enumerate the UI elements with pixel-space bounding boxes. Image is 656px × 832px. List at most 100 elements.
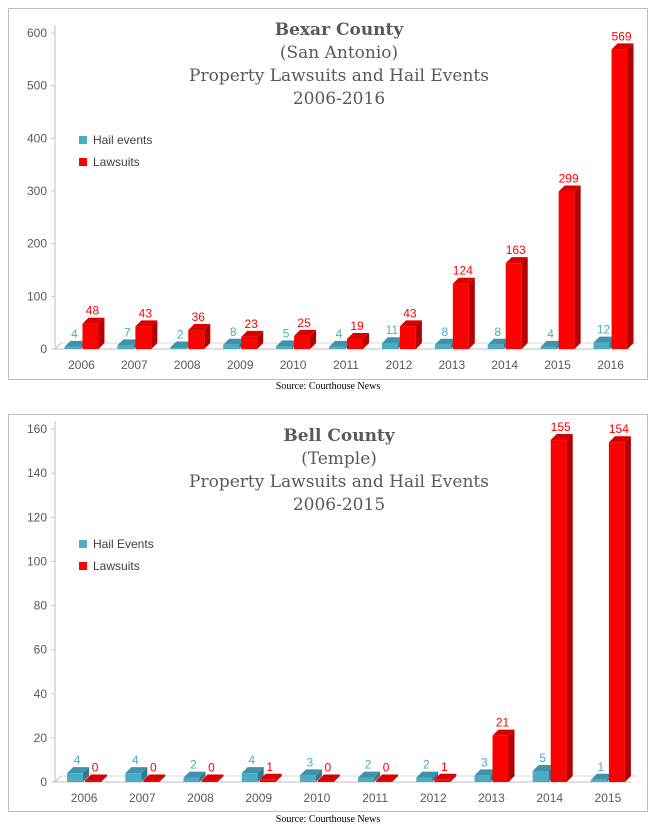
x-tick-label: 2015 bbox=[544, 358, 571, 372]
hail-value-label: 2 bbox=[177, 328, 184, 342]
lawsuit-bar bbox=[188, 324, 211, 349]
y-tick-label: 200 bbox=[27, 237, 47, 251]
x-tick-label: 2014 bbox=[491, 358, 518, 372]
bexar-legend-hail-label: Hail events bbox=[93, 133, 153, 147]
lawsuit-value-label: 21 bbox=[496, 716, 510, 730]
lawsuit-value-label: 19 bbox=[350, 319, 364, 333]
hail-swatch-icon bbox=[79, 136, 87, 144]
bexar-title-line-2: (San Antonio) bbox=[279, 43, 399, 63]
bell-title-line-4: 2006-2015 bbox=[292, 495, 386, 515]
lawsuits-swatch-icon bbox=[79, 562, 87, 570]
hail-bar bbox=[241, 767, 264, 782]
hail-value-label: 3 bbox=[307, 755, 314, 769]
y-tick-label: 600 bbox=[27, 26, 47, 40]
x-tick-label: 2014 bbox=[536, 791, 563, 805]
hail-value-label: 7 bbox=[124, 325, 131, 339]
lawsuit-value-label: 154 bbox=[609, 422, 629, 436]
lawsuit-bar bbox=[294, 329, 317, 349]
lawsuit-bar bbox=[434, 773, 457, 782]
y-tick-label: 40 bbox=[34, 687, 48, 701]
bell-legend-hail: Hail Events bbox=[79, 533, 154, 555]
lawsuit-value-label: 569 bbox=[612, 29, 632, 43]
x-tick-label: 2006 bbox=[68, 358, 95, 372]
hail-value-label: 4 bbox=[547, 327, 554, 341]
x-tick-label: 2007 bbox=[121, 358, 148, 372]
lawsuit-value-label: 48 bbox=[86, 304, 100, 318]
x-tick-label: 2016 bbox=[597, 358, 624, 372]
lawsuit-bar bbox=[452, 277, 475, 349]
hail-value-label: 2 bbox=[190, 758, 197, 772]
bexar-chart-plot: 0100200300400500600200644820077432008236… bbox=[27, 25, 637, 372]
lawsuit-bar bbox=[135, 320, 158, 349]
lawsuit-bar bbox=[611, 43, 634, 350]
x-tick-label: 2010 bbox=[304, 791, 331, 805]
lawsuit-value-label: 124 bbox=[453, 264, 473, 278]
x-tick-label: 2009 bbox=[227, 358, 254, 372]
hail-value-label: 8 bbox=[494, 325, 501, 339]
bexar-title-line-4: 2006-2016 bbox=[292, 89, 386, 109]
floor-edge bbox=[54, 775, 62, 783]
lawsuit-value-label: 0 bbox=[325, 761, 332, 775]
lawsuit-value-label: 0 bbox=[92, 761, 99, 775]
lawsuits-swatch-icon bbox=[79, 158, 87, 166]
bexar-title-line-3: Property Lawsuits and Hail Events bbox=[189, 66, 489, 86]
lawsuit-value-label: 0 bbox=[208, 761, 215, 775]
lawsuit-bar bbox=[241, 330, 264, 349]
x-tick-label: 2015 bbox=[595, 791, 622, 805]
bexar-legend-hail: Hail events bbox=[79, 129, 152, 151]
y-tick-label: 120 bbox=[27, 510, 47, 524]
hail-value-label: 5 bbox=[283, 326, 290, 340]
lawsuit-value-label: 0 bbox=[383, 761, 390, 775]
lawsuit-bar bbox=[259, 773, 282, 782]
x-tick-label: 2009 bbox=[245, 791, 272, 805]
hail-value-label: 8 bbox=[441, 325, 448, 339]
hail-value-label: 4 bbox=[132, 753, 139, 767]
bexar-chart-title: Bexar County (San Antonio) Property Laws… bbox=[149, 19, 529, 111]
x-tick-label: 2012 bbox=[420, 791, 447, 805]
lawsuit-bar bbox=[82, 317, 105, 349]
hail-bar bbox=[67, 767, 90, 782]
x-tick-label: 2006 bbox=[71, 791, 98, 805]
x-tick-label: 2008 bbox=[187, 791, 214, 805]
lawsuit-bar bbox=[492, 729, 515, 782]
bell-title-line-3: Property Lawsuits and Hail Events bbox=[189, 472, 489, 492]
lawsuit-bar bbox=[608, 436, 631, 782]
hail-value-label: 11 bbox=[386, 323, 399, 337]
x-tick-label: 2011 bbox=[362, 791, 388, 805]
bell-chart-panel: 0 20 40 60 80 100 120 140 160 2006 4 0 2007 4 0 2008 2 0 2… bbox=[8, 414, 648, 812]
hail-value-label: 4 bbox=[74, 753, 81, 767]
y-tick-label: 500 bbox=[27, 79, 47, 93]
x-tick-label: 2013 bbox=[438, 358, 465, 372]
floor-edge bbox=[54, 342, 62, 350]
y-tick-label: 400 bbox=[27, 131, 47, 145]
lawsuit-value-label: 43 bbox=[403, 306, 417, 320]
hail-value-label: 12 bbox=[597, 323, 611, 337]
x-tick-label: 2012 bbox=[386, 358, 413, 372]
lawsuit-bar bbox=[201, 774, 224, 782]
lawsuit-value-label: 1 bbox=[266, 760, 273, 774]
lawsuit-bar bbox=[347, 332, 369, 349]
lawsuit-value-label: 155 bbox=[551, 420, 571, 434]
lawsuit-bar bbox=[505, 257, 528, 349]
y-tick-label: 140 bbox=[27, 466, 47, 480]
hail-bar bbox=[125, 767, 148, 782]
y-tick-label: 20 bbox=[34, 731, 48, 745]
lawsuit-bar bbox=[85, 774, 108, 782]
lawsuit-bar bbox=[143, 774, 166, 782]
bexar-legend-lawsuits: Lawsuits bbox=[79, 151, 152, 173]
hail-value-label: 4 bbox=[248, 753, 255, 767]
lawsuit-value-label: 36 bbox=[192, 310, 206, 324]
bell-legend-lawsuits: Lawsuits bbox=[79, 555, 154, 577]
y-tick-label: 160 bbox=[27, 422, 47, 436]
hail-value-label: 4 bbox=[71, 327, 78, 341]
hail-value-label: 8 bbox=[230, 325, 237, 339]
lawsuit-bar bbox=[550, 434, 573, 782]
x-tick-label: 2010 bbox=[280, 358, 307, 372]
x-tick-label: 2011 bbox=[333, 358, 359, 372]
hail-value-label: 5 bbox=[539, 751, 546, 765]
bexar-source-note: Source: Courthouse News bbox=[275, 381, 381, 392]
y-tick-label: 100 bbox=[27, 554, 47, 568]
y-tick-label: 0 bbox=[40, 775, 47, 789]
lawsuit-value-label: 0 bbox=[150, 761, 157, 775]
